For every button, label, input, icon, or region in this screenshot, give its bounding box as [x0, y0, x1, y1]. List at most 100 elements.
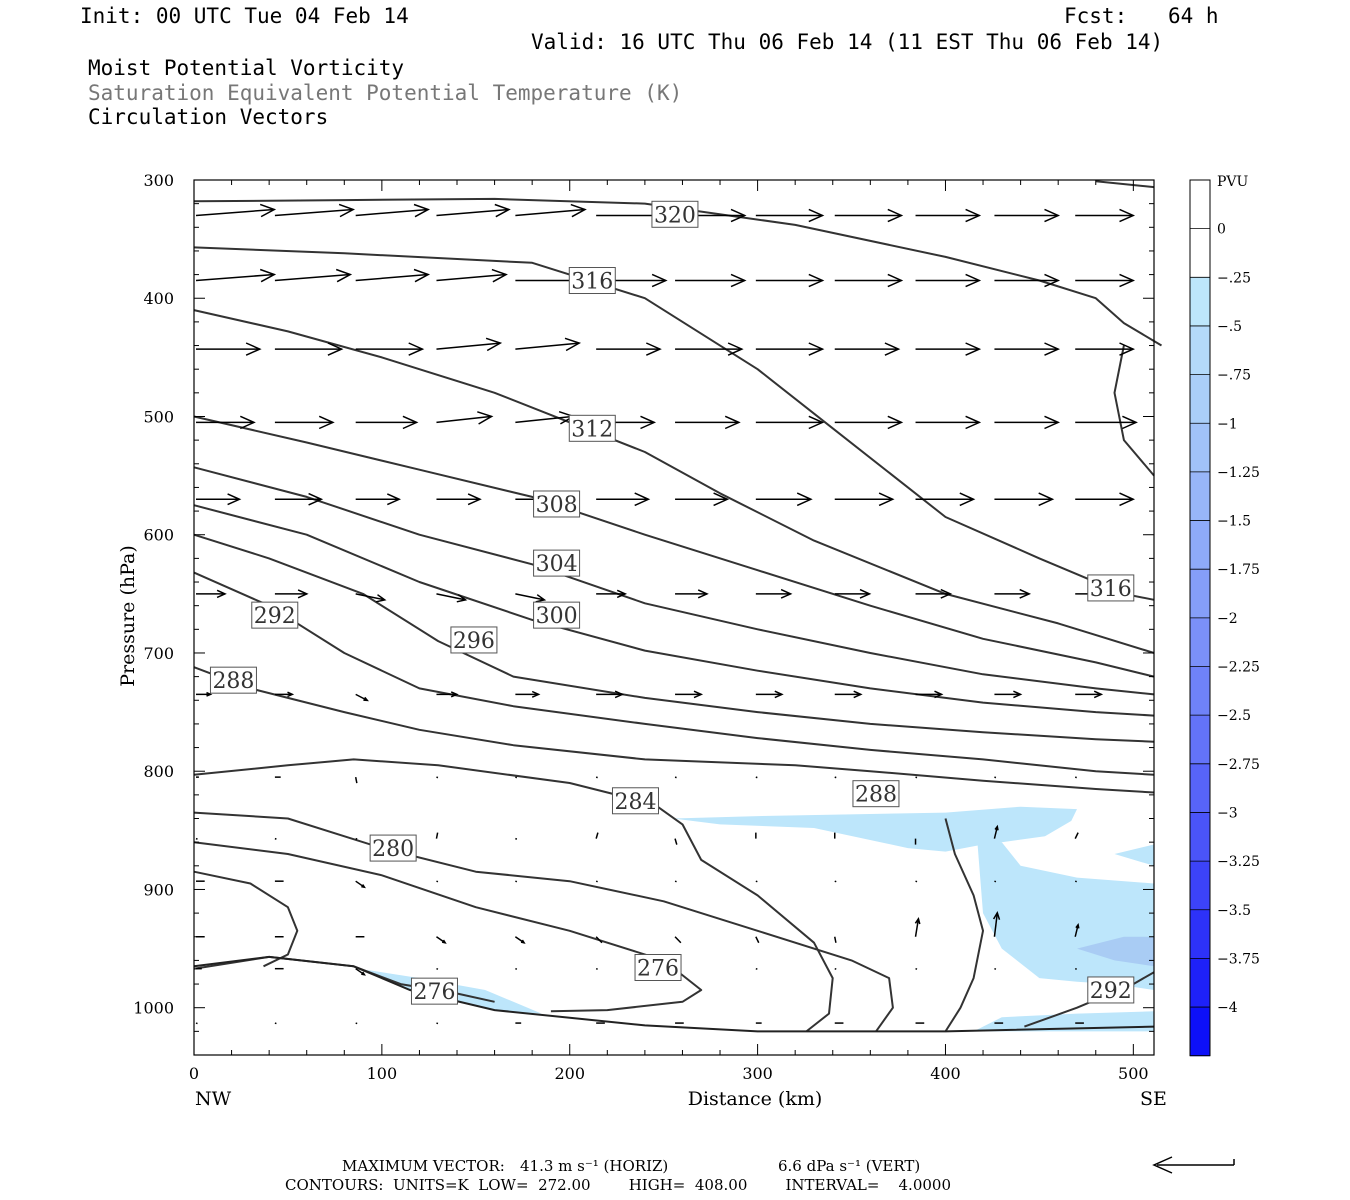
vector-arrow [994, 492, 1055, 507]
vector-head [375, 594, 387, 603]
vector-arrow [675, 273, 747, 288]
vector-arrow [1075, 208, 1136, 223]
vector-shaft [595, 832, 599, 839]
vector-head [1122, 415, 1138, 430]
vector-shaft [274, 208, 354, 217]
vector-head [965, 208, 982, 223]
vector-arrow [355, 493, 402, 506]
contour-label-box [209, 666, 257, 694]
vector-head [616, 589, 628, 599]
vector-shaft [755, 967, 758, 970]
y-axis-label: Pressure (hPa) [117, 545, 139, 687]
contour-label: 288 [212, 669, 254, 694]
x-tick-label: 0 [189, 1064, 199, 1083]
vector-head [570, 203, 587, 218]
vector-arrow [1075, 492, 1136, 507]
colorbar-swatch [1190, 812, 1210, 862]
vector-arrow [915, 342, 982, 356]
colorbar-swatch [1190, 520, 1210, 570]
vector-head [796, 492, 813, 507]
x-end-label-se: SE [1140, 1088, 1167, 1110]
vector-shaft [515, 208, 586, 217]
max-vector-vertical: 6.6 dPa s⁻¹ (VERT) [778, 1157, 921, 1175]
colorbar-swatch [1190, 909, 1210, 959]
vector-head [1075, 923, 1080, 929]
vector-shaft [915, 776, 918, 779]
vector-arrow [994, 208, 1061, 223]
vector-arrow [436, 880, 439, 883]
vector-arrow [1075, 415, 1138, 430]
vector-head [859, 588, 872, 599]
y-tick-label: 500 [143, 407, 174, 426]
forecast-hours: 64 h [1168, 4, 1219, 28]
colorbar-swatch [1190, 666, 1210, 716]
vector-shaft [355, 1022, 358, 1025]
vector-arrow [436, 411, 494, 425]
vector-arrow [834, 415, 904, 430]
mpv-shade-area [973, 1011, 1154, 1032]
vector-arrow [436, 967, 439, 970]
contour-label-box [1087, 574, 1135, 602]
colorbar-swatch [1190, 325, 1210, 376]
vector-arrow [515, 593, 547, 603]
contour-line [193, 571, 1155, 776]
colorbar-swatch [1190, 763, 1210, 813]
vector-arrow [274, 589, 309, 599]
vector-arrow [195, 203, 277, 218]
vector-head [808, 415, 825, 430]
vector-head [780, 588, 793, 599]
vector-arrow [755, 273, 825, 288]
colorbar-label: −4 [1217, 1000, 1238, 1016]
vector-head [940, 588, 953, 599]
vector-head [287, 691, 295, 698]
vector-arrow [914, 917, 921, 937]
vector-head [245, 342, 262, 356]
vector-shaft [674, 776, 677, 779]
mpv-shade-area [977, 842, 1154, 990]
vector-shaft [354, 776, 358, 784]
contour-labels: 320 316 316 312 308 304 300 296 292 288 288 284 280 2… [209, 200, 1135, 1005]
y-tick-label: 600 [143, 526, 174, 545]
vector-shaft [435, 832, 439, 839]
vector-arrow [515, 690, 541, 698]
vector-head [564, 337, 582, 352]
vector-arrow [355, 1022, 358, 1025]
vector-arrow [834, 690, 863, 699]
vector-arrow [436, 268, 508, 283]
vector-arrow [1074, 832, 1079, 839]
vector-arrow [515, 880, 518, 883]
vector-head [227, 493, 242, 506]
vector-head [1044, 208, 1061, 223]
mpv-shade-area [1114, 844, 1154, 866]
vector-head [361, 971, 366, 976]
colorbar-label: −1.25 [1217, 465, 1260, 481]
vector-shaft [515, 967, 518, 970]
vector-arrow [1075, 342, 1136, 356]
vector-shaft [436, 273, 507, 282]
vector-head [494, 203, 511, 218]
contour-label: 320 [654, 203, 696, 228]
vector-head [467, 493, 482, 506]
vector-arrow [595, 967, 598, 970]
contour-label-box [533, 490, 581, 518]
colorbar-swatch [1190, 374, 1210, 424]
vector-head [335, 268, 353, 283]
vector-arrow [915, 967, 918, 970]
vector-head [853, 690, 863, 699]
vector-head [724, 415, 741, 430]
contour-label-box [450, 626, 498, 654]
vector-arrow [515, 776, 518, 779]
vector-shaft [834, 936, 837, 943]
vector-shaft [195, 273, 275, 282]
contour-label: 308 [536, 493, 578, 518]
forecast-label: Fcst: [1064, 4, 1128, 28]
vector-arrow [675, 342, 744, 356]
vector-arrow [274, 203, 356, 218]
ground-contour [193, 955, 1155, 1033]
vector-arrow [834, 880, 837, 883]
vector-arrow [595, 832, 599, 839]
vector-arrow [596, 690, 625, 699]
vector-arrow [994, 880, 997, 883]
vector-shaft [994, 967, 997, 970]
contour-label-box [533, 549, 581, 577]
